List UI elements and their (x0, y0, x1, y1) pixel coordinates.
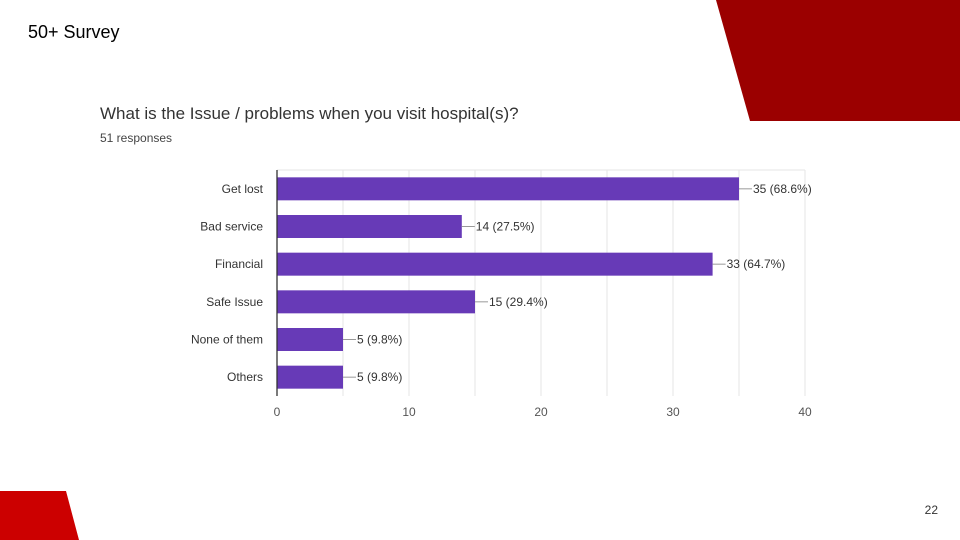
bar (277, 177, 739, 201)
bar (277, 365, 343, 389)
category-label: None of them (191, 333, 263, 347)
x-tick-label: 40 (798, 405, 812, 419)
category-label: Get lost (222, 182, 264, 196)
value-label: 5 (9.8%) (357, 370, 402, 384)
bar (277, 290, 475, 314)
bar (277, 328, 343, 351)
value-label: 35 (68.6%) (753, 182, 812, 196)
value-label: 15 (29.4%) (489, 295, 548, 309)
chart-subtitle: 51 responses (100, 131, 173, 145)
bar (277, 252, 713, 276)
category-label: Others (227, 370, 263, 384)
x-tick-label: 30 (666, 405, 680, 419)
x-tick-label: 20 (534, 405, 548, 419)
category-label: Bad service (200, 220, 263, 234)
bottom-left-accent-shape (0, 491, 79, 540)
x-tick-label: 0 (274, 405, 281, 419)
slide-number: 22 (924, 503, 938, 517)
category-label: Safe Issue (206, 295, 263, 309)
chart-title: What is the Issue / problems when you vi… (100, 104, 519, 123)
value-label: 33 (64.7%) (727, 257, 786, 271)
top-right-accent-polygon (716, 0, 960, 121)
slide-title: 50+ Survey (28, 22, 120, 42)
x-tick-label: 10 (402, 405, 416, 419)
bar (277, 215, 462, 238)
value-label: 5 (9.8%) (357, 333, 402, 347)
bottom-left-accent-polygon (0, 491, 79, 540)
category-label: Financial (215, 257, 263, 271)
value-label: 14 (27.5%) (476, 220, 535, 234)
top-right-accent-shape (716, 0, 960, 121)
